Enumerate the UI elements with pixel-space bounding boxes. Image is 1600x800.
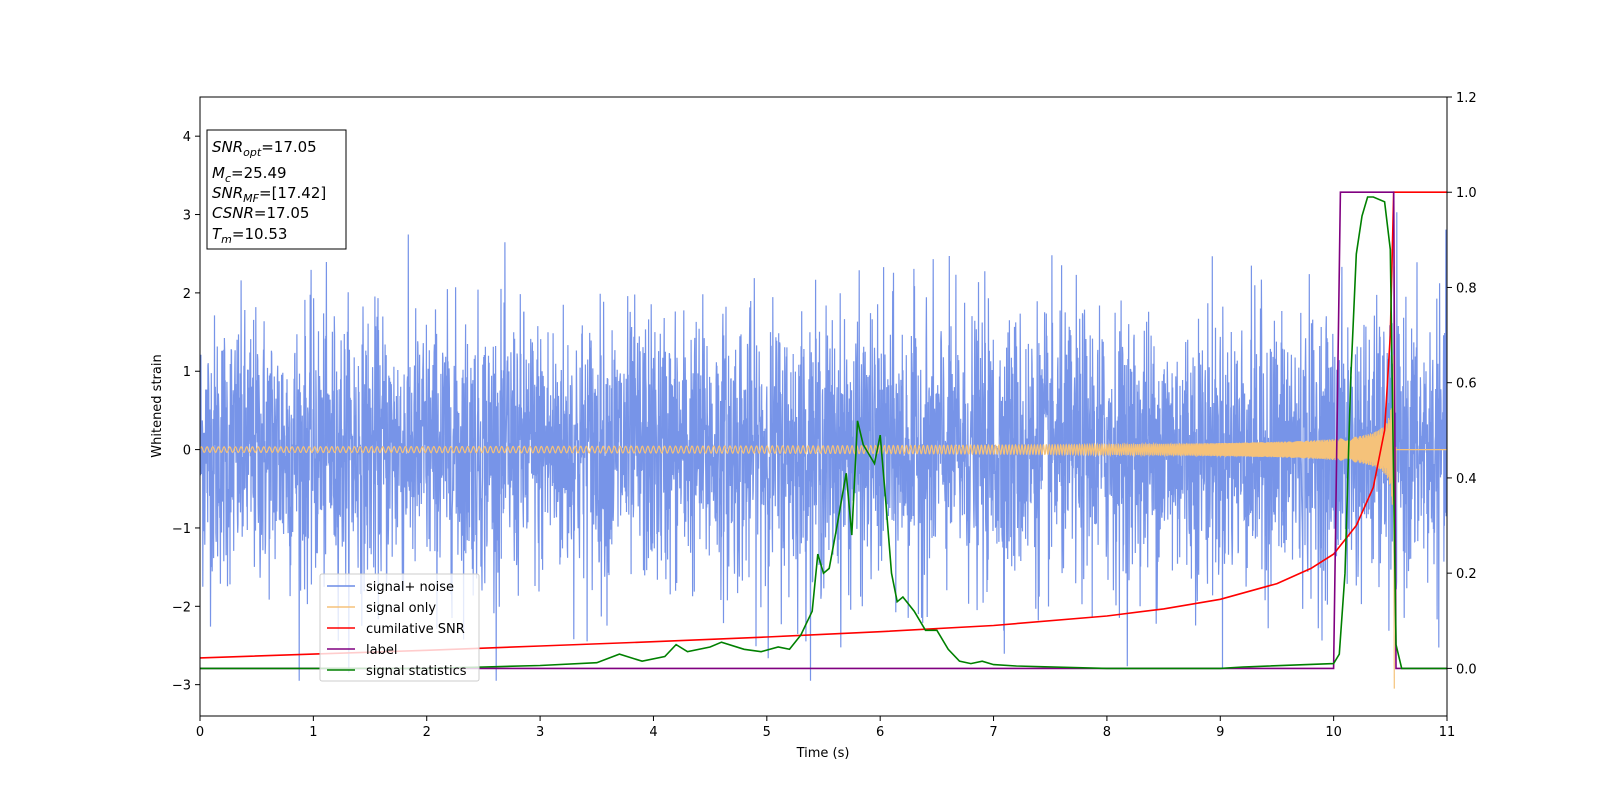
x-tick-label: 5 xyxy=(763,725,771,740)
legend-label-cumilative-snr: cumilative SNR xyxy=(366,622,465,637)
stat-snr-opt-subscript: opt xyxy=(243,146,262,159)
y-right-tick-label: 0.6 xyxy=(1456,377,1477,392)
y-left-tick-label: 3 xyxy=(183,209,191,224)
stat-csnr-symbol: CSNR xyxy=(212,204,254,222)
legend-entries: signal+ noise signal only cumilative SNR la… xyxy=(327,580,467,679)
stat-csnr-value: =17.05 xyxy=(254,204,310,222)
x-tick-label: 7 xyxy=(989,725,997,740)
series-line-signal-plus-noise xyxy=(200,212,1447,681)
x-tick-label: 10 xyxy=(1325,725,1342,740)
legend: signal+ noise signal only cumilative SNR la… xyxy=(319,573,480,682)
y-left-tick-label: 0 xyxy=(183,444,191,459)
y-left-tick-label: −1 xyxy=(172,522,191,537)
stat-snr-mf: SNRMF=[17.42] xyxy=(212,184,326,205)
x-tick-label: 1 xyxy=(309,725,317,740)
y-right-tick-label: 0.4 xyxy=(1456,472,1477,487)
x-tick-label: 9 xyxy=(1216,725,1224,740)
x-tick-label: 0 xyxy=(196,725,204,740)
x-tick-label: 3 xyxy=(536,725,544,740)
x-tick-label: 2 xyxy=(423,725,431,740)
legend-frame xyxy=(319,573,480,682)
legend-label-signal-statistics: signal statistics xyxy=(366,664,467,679)
stat-tm-symbol: T xyxy=(212,225,223,243)
y-right-tick-label: 0.8 xyxy=(1456,281,1477,296)
series-line-signal-statistics xyxy=(200,196,1447,670)
y-left-tick-label: 4 xyxy=(183,130,191,145)
x-tick-label: 6 xyxy=(876,725,884,740)
stat-snr-opt-value: =17.05 xyxy=(261,138,317,156)
y-left-tick-label: −2 xyxy=(172,600,191,615)
series-layer xyxy=(200,191,1447,689)
stat-snr-mf-subscript: MF xyxy=(243,192,259,205)
stat-snr-opt-symbol: SNR xyxy=(212,138,243,156)
y-left-tick-label: −3 xyxy=(172,679,191,694)
series-line-cumilative-snr xyxy=(200,191,1447,659)
stat-snr-mf-symbol: SNR xyxy=(212,184,243,202)
stat-snr-mf-value: =[17.42] xyxy=(259,184,326,202)
stat-mc: Mc=25.49 xyxy=(212,164,287,185)
y-right-tick-label: 1.0 xyxy=(1456,186,1477,201)
stat-tm: Tm=10.53 xyxy=(212,225,287,246)
x-tick-label: 8 xyxy=(1103,725,1111,740)
stat-mc-value: =25.49 xyxy=(231,164,287,182)
x-tick-label: 4 xyxy=(649,725,657,740)
stat-mc-symbol: M xyxy=(212,164,225,182)
series-line-signal-only xyxy=(200,354,1447,543)
y-right-tick-label: 1.2 xyxy=(1456,91,1477,106)
legend-label-label: label xyxy=(366,643,397,658)
y-right-tick-label: 0.0 xyxy=(1456,662,1477,677)
y-axis-label: Whitened strain xyxy=(150,354,165,457)
stat-mc-subscript: c xyxy=(225,172,231,185)
stat-tm-subscript: m xyxy=(221,233,232,246)
x-axis-label: Time (s) xyxy=(796,746,850,761)
stats-box: SNRopt=17.05 Mc=25.49 SNRMF=[17.42] CSNR… xyxy=(206,129,347,250)
legend-label-signal-noise: signal+ noise xyxy=(366,580,454,595)
plot-frame xyxy=(199,96,1448,717)
ticks-layer: 0 1 2 3 4 5 6 7 8 9 10 11 −3 −2 −1 0 1 2 3 4 0.0 0.2 0.4 0.6 0.8… xyxy=(172,91,1477,740)
legend-label-signal-only: signal only xyxy=(366,601,436,616)
y-right-tick-label: 0.2 xyxy=(1456,567,1477,582)
y-left-tick-label: 2 xyxy=(183,287,191,302)
y-left-tick-label: 1 xyxy=(183,365,191,380)
stat-snr-opt: SNRopt=17.05 xyxy=(212,138,317,159)
x-tick-label: 11 xyxy=(1439,725,1456,740)
stat-tm-value: =10.53 xyxy=(232,225,288,243)
stats-box-frame xyxy=(206,129,347,250)
stat-csnr: CSNR=17.05 xyxy=(212,204,309,222)
